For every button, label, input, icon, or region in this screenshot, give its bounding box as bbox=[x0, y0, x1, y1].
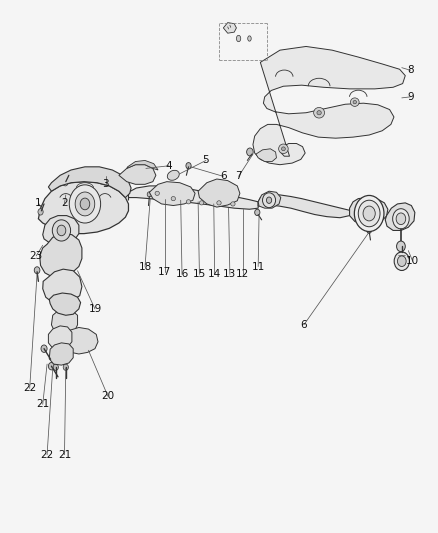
Ellipse shape bbox=[52, 220, 71, 241]
Polygon shape bbox=[128, 186, 258, 209]
Ellipse shape bbox=[38, 209, 43, 215]
Ellipse shape bbox=[53, 364, 58, 370]
Ellipse shape bbox=[266, 197, 272, 204]
Ellipse shape bbox=[396, 241, 405, 252]
Polygon shape bbox=[119, 165, 156, 184]
Ellipse shape bbox=[363, 206, 375, 221]
Ellipse shape bbox=[354, 196, 384, 231]
Ellipse shape bbox=[353, 100, 357, 104]
Ellipse shape bbox=[282, 147, 285, 151]
Ellipse shape bbox=[186, 163, 191, 169]
Text: 20: 20 bbox=[102, 391, 115, 401]
Ellipse shape bbox=[254, 209, 260, 216]
Ellipse shape bbox=[48, 362, 54, 370]
Ellipse shape bbox=[314, 108, 325, 118]
Text: 2: 2 bbox=[61, 198, 68, 208]
Ellipse shape bbox=[155, 191, 159, 196]
Text: 7: 7 bbox=[235, 172, 242, 181]
Polygon shape bbox=[64, 327, 98, 354]
Ellipse shape bbox=[171, 197, 176, 201]
Text: 8: 8 bbox=[407, 66, 414, 75]
Ellipse shape bbox=[80, 198, 90, 210]
Polygon shape bbox=[256, 149, 276, 161]
Polygon shape bbox=[385, 203, 415, 230]
Ellipse shape bbox=[69, 185, 101, 223]
Ellipse shape bbox=[247, 148, 253, 156]
Text: 11: 11 bbox=[251, 262, 265, 271]
Ellipse shape bbox=[350, 98, 359, 107]
Ellipse shape bbox=[63, 180, 68, 186]
Polygon shape bbox=[49, 343, 73, 365]
Ellipse shape bbox=[41, 345, 47, 352]
Polygon shape bbox=[48, 167, 131, 198]
Text: 10: 10 bbox=[406, 256, 419, 266]
Text: 3: 3 bbox=[102, 179, 109, 189]
Text: 1: 1 bbox=[35, 198, 42, 208]
Polygon shape bbox=[40, 233, 82, 277]
Polygon shape bbox=[258, 191, 281, 208]
Ellipse shape bbox=[397, 256, 406, 266]
Ellipse shape bbox=[317, 111, 321, 115]
Ellipse shape bbox=[75, 192, 95, 216]
Polygon shape bbox=[48, 326, 72, 349]
Ellipse shape bbox=[396, 213, 406, 224]
Ellipse shape bbox=[358, 200, 380, 227]
Ellipse shape bbox=[63, 364, 68, 370]
Ellipse shape bbox=[237, 35, 241, 42]
Ellipse shape bbox=[167, 171, 179, 180]
Text: 6: 6 bbox=[220, 172, 226, 181]
Text: 17: 17 bbox=[158, 267, 171, 277]
Ellipse shape bbox=[248, 36, 251, 41]
Polygon shape bbox=[49, 293, 81, 316]
Polygon shape bbox=[149, 182, 195, 206]
Text: 23: 23 bbox=[30, 251, 43, 261]
Polygon shape bbox=[51, 310, 78, 334]
Ellipse shape bbox=[367, 228, 371, 233]
Ellipse shape bbox=[34, 266, 40, 273]
Text: 21: 21 bbox=[58, 450, 71, 460]
Text: 6: 6 bbox=[300, 320, 307, 330]
Polygon shape bbox=[198, 179, 240, 207]
Ellipse shape bbox=[394, 252, 410, 270]
Ellipse shape bbox=[186, 200, 191, 204]
Ellipse shape bbox=[392, 209, 409, 229]
Text: 9: 9 bbox=[407, 92, 414, 102]
Ellipse shape bbox=[57, 225, 66, 236]
Polygon shape bbox=[350, 198, 388, 224]
Polygon shape bbox=[253, 46, 405, 165]
Ellipse shape bbox=[217, 201, 221, 205]
Text: 22: 22 bbox=[23, 383, 36, 393]
Polygon shape bbox=[39, 182, 128, 233]
Text: 4: 4 bbox=[166, 161, 172, 171]
Polygon shape bbox=[43, 269, 82, 304]
Text: 15: 15 bbox=[193, 270, 206, 279]
Polygon shape bbox=[258, 195, 350, 217]
Text: 16: 16 bbox=[175, 270, 189, 279]
Text: 5: 5 bbox=[203, 156, 209, 165]
Ellipse shape bbox=[199, 201, 204, 205]
Text: 12: 12 bbox=[237, 270, 250, 279]
Text: 18: 18 bbox=[138, 262, 152, 271]
Ellipse shape bbox=[231, 202, 235, 206]
Ellipse shape bbox=[262, 193, 276, 208]
Polygon shape bbox=[223, 22, 237, 33]
Ellipse shape bbox=[279, 144, 288, 154]
Text: 21: 21 bbox=[36, 399, 49, 409]
Text: 13: 13 bbox=[223, 270, 237, 279]
Text: 14: 14 bbox=[208, 270, 221, 279]
Polygon shape bbox=[127, 160, 158, 170]
Ellipse shape bbox=[147, 192, 152, 197]
Polygon shape bbox=[43, 216, 79, 245]
Text: 19: 19 bbox=[88, 304, 102, 314]
Text: 22: 22 bbox=[40, 450, 54, 460]
